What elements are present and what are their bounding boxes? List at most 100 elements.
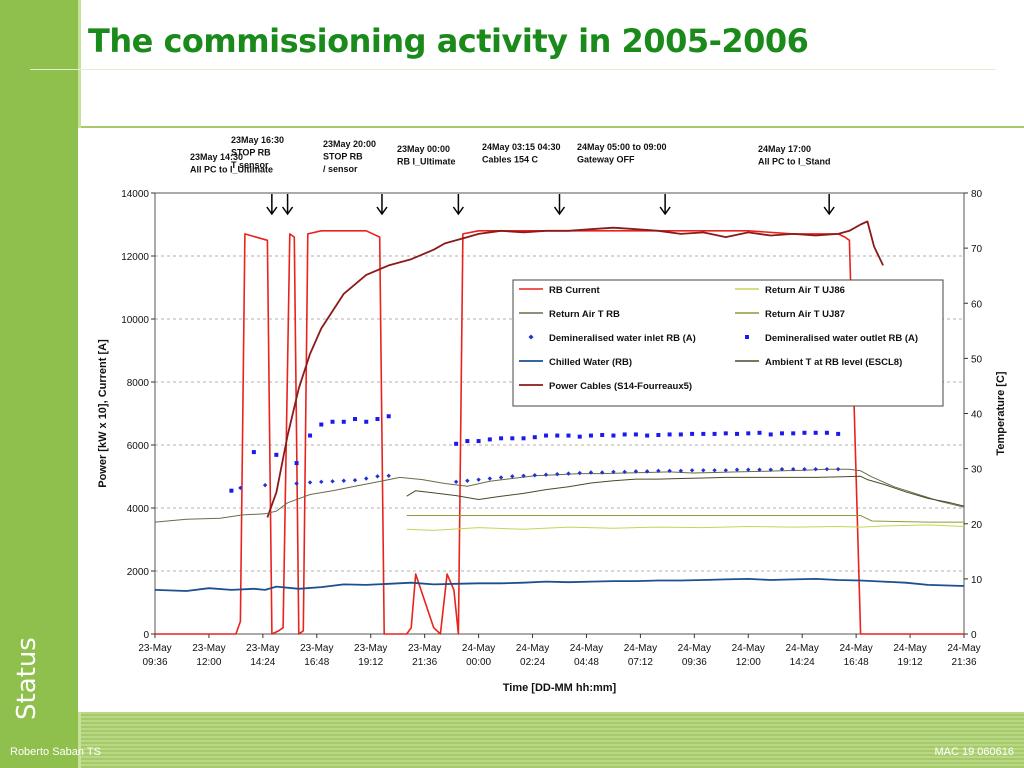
slide-title: The commissioning activity in 2005-2006	[88, 22, 809, 60]
point-demineralised-water-inlet-rb-a	[498, 475, 504, 480]
y-left-tick-label: 6000	[127, 441, 150, 452]
x-tick-label-day: 24-May	[786, 643, 819, 654]
y-right-tick-label: 60	[971, 299, 983, 310]
x-tick-label-day: 24-May	[516, 643, 549, 654]
y-right-tick-label: 80	[971, 189, 983, 200]
x-tick-label-time: 14:24	[250, 657, 275, 668]
point-demineralised-water-outlet-rb-a	[555, 433, 560, 438]
y-right-tick-label: 70	[971, 244, 983, 255]
event-annotation: 24May 05:00 to 09:00	[577, 142, 667, 152]
x-tick-label-time: 21:36	[412, 657, 437, 668]
point-demineralised-water-inlet-rb-a	[465, 478, 470, 483]
x-tick-label-day: 24-May	[678, 643, 711, 654]
point-demineralised-water-inlet-rb-a	[734, 467, 740, 472]
y-right-tick-label: 0	[971, 630, 977, 641]
point-demineralised-water-outlet-rb-a	[791, 431, 796, 436]
event-arrowhead	[376, 206, 388, 216]
x-tick-label-day: 23-May	[138, 643, 171, 654]
series-ambient-t-at-rb-level-escl8	[406, 475, 965, 507]
y-left-tick-label: 14000	[121, 189, 149, 200]
point-demineralised-water-inlet-rb-a	[521, 473, 526, 478]
legend-label: Return Air T UJ87	[765, 309, 845, 320]
point-demineralised-water-outlet-rb-a	[701, 431, 706, 436]
x-tick-label-day: 23-May	[246, 643, 279, 654]
point-demineralised-water-inlet-rb-a	[656, 468, 661, 474]
point-demineralised-water-inlet-rb-a	[487, 476, 493, 481]
point-demineralised-water-outlet-rb-a	[386, 414, 391, 419]
event-arrowhead	[266, 206, 278, 216]
point-demineralised-water-outlet-rb-a	[375, 417, 380, 422]
point-demineralised-water-outlet-rb-a	[454, 441, 459, 446]
point-demineralised-water-inlet-rb-a	[835, 466, 841, 472]
point-demineralised-water-outlet-rb-a	[779, 431, 784, 436]
y-left-tick-label: 4000	[127, 504, 150, 515]
point-demineralised-water-inlet-rb-a	[599, 470, 605, 475]
x-tick-label-day: 23-May	[354, 643, 387, 654]
point-demineralised-water-inlet-rb-a	[791, 466, 796, 472]
y-left-tick-label: 0	[143, 630, 149, 641]
point-demineralised-water-outlet-rb-a	[723, 431, 728, 436]
point-demineralised-water-outlet-rb-a	[690, 431, 695, 436]
point-demineralised-water-outlet-rb-a	[824, 430, 829, 435]
point-demineralised-water-inlet-rb-a	[543, 472, 549, 477]
event-annotation: 23May 16:30	[231, 135, 284, 145]
point-demineralised-water-inlet-rb-a	[768, 467, 773, 472]
x-tick-label-day: 24-May	[624, 643, 657, 654]
x-tick-label-day: 24-May	[839, 643, 872, 654]
point-demineralised-water-outlet-rb-a	[566, 433, 571, 438]
point-demineralised-water-outlet-rb-a	[645, 433, 650, 438]
point-demineralised-water-outlet-rb-a	[465, 439, 470, 444]
point-demineralised-water-outlet-rb-a	[274, 452, 279, 457]
point-demineralised-water-outlet-rb-a	[330, 419, 335, 424]
point-demineralised-water-outlet-rb-a	[476, 439, 481, 444]
point-demineralised-water-inlet-rb-a	[577, 470, 582, 476]
x-tick-label-day: 23-May	[408, 643, 441, 654]
point-demineralised-water-inlet-rb-a	[622, 469, 627, 475]
y-right-tick-label: 30	[971, 465, 983, 476]
point-demineralised-water-outlet-rb-a	[294, 461, 299, 466]
event-annotation: All PC to I_Ultimate	[190, 165, 273, 175]
event-annotation: 23May 14:30	[190, 152, 243, 162]
point-demineralised-water-inlet-rb-a	[238, 485, 243, 491]
point-demineralised-water-inlet-rb-a	[689, 468, 695, 473]
point-demineralised-water-outlet-rb-a	[353, 417, 358, 422]
point-demineralised-water-outlet-rb-a	[600, 432, 605, 437]
point-demineralised-water-outlet-rb-a	[813, 430, 818, 435]
point-demineralised-water-outlet-rb-a	[341, 419, 346, 424]
status-label: Status	[12, 637, 42, 720]
event-annotation: 23May 20:00	[323, 139, 376, 149]
point-demineralised-water-inlet-rb-a	[476, 477, 481, 482]
x-tick-label-time: 02:24	[520, 657, 545, 668]
point-demineralised-water-inlet-rb-a	[352, 478, 358, 483]
event-annotation: STOP RB	[323, 152, 363, 162]
y-right-tick-label: 20	[971, 520, 983, 531]
point-demineralised-water-inlet-rb-a	[262, 482, 268, 488]
y-left-tick-label: 10000	[121, 315, 149, 326]
point-demineralised-water-inlet-rb-a	[678, 468, 684, 474]
x-tick-label-time: 09:36	[682, 657, 707, 668]
point-demineralised-water-inlet-rb-a	[555, 471, 560, 477]
event-annotation: RB I_Ultimate	[397, 157, 456, 167]
left-sidebar-band	[0, 0, 78, 768]
point-demineralised-water-inlet-rb-a	[723, 468, 728, 473]
point-demineralised-water-outlet-rb-a	[757, 430, 762, 435]
event-annotation: Gateway OFF	[577, 155, 635, 165]
y-left-tick-label: 8000	[127, 378, 150, 389]
legend-label: Ambient T at RB level (ESCL8)	[765, 357, 902, 368]
event-arrowhead	[452, 206, 464, 216]
point-demineralised-water-inlet-rb-a	[532, 473, 537, 478]
point-demineralised-water-outlet-rb-a	[364, 419, 369, 424]
point-demineralised-water-inlet-rb-a	[294, 481, 299, 486]
event-arrowhead	[553, 206, 566, 216]
point-demineralised-water-outlet-rb-a	[802, 430, 807, 435]
point-demineralised-water-inlet-rb-a	[319, 479, 324, 485]
y-right-axis-label: Temperature [C]	[995, 371, 1007, 455]
point-demineralised-water-outlet-rb-a	[735, 431, 740, 436]
event-annotation: 23May 00:00	[397, 144, 450, 154]
point-demineralised-water-inlet-rb-a	[307, 480, 313, 485]
legend-box	[512, 279, 944, 407]
point-demineralised-water-outlet-rb-a	[521, 436, 526, 441]
point-demineralised-water-inlet-rb-a	[375, 474, 380, 479]
y-right-tick-label: 50	[971, 354, 983, 365]
point-demineralised-water-inlet-rb-a	[701, 468, 706, 473]
